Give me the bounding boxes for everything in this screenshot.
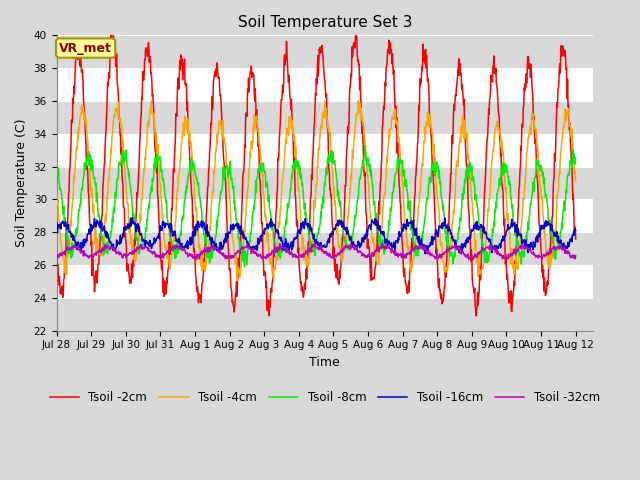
Tsoil -16cm: [539, 224, 547, 229]
Tsoil -8cm: [321, 182, 329, 188]
Tsoil -4cm: [321, 99, 329, 105]
Tsoil -32cm: [246, 245, 253, 251]
Tsoil -8cm: [120, 158, 128, 164]
Tsoil -2cm: [246, 78, 253, 84]
Tsoil -32cm: [469, 257, 477, 263]
Tsoil -8cm: [246, 239, 254, 244]
Bar: [56, 298, 593, 331]
Bar: [56, 101, 593, 134]
Tsoil -16cm: [129, 214, 136, 220]
Tsoil -32cm: [52, 254, 60, 260]
X-axis label: Time: Time: [309, 356, 340, 369]
Tsoil -2cm: [539, 275, 547, 281]
Bar: [56, 199, 593, 232]
Tsoil -16cm: [421, 251, 429, 256]
Bar: [56, 134, 593, 167]
Bar: [56, 232, 593, 265]
Tsoil -32cm: [120, 251, 128, 257]
Tsoil -4cm: [539, 211, 547, 217]
Tsoil -2cm: [120, 206, 128, 212]
Bar: [56, 68, 593, 101]
Tsoil -32cm: [321, 249, 328, 254]
Tsoil -16cm: [52, 228, 60, 233]
Tsoil -4cm: [355, 98, 362, 104]
Tsoil -32cm: [378, 240, 386, 246]
Tsoil -16cm: [120, 226, 128, 232]
Tsoil -2cm: [352, 28, 360, 34]
Tsoil -16cm: [572, 228, 580, 233]
Tsoil -2cm: [190, 246, 198, 252]
Tsoil -4cm: [572, 179, 580, 184]
Tsoil -2cm: [429, 168, 436, 174]
Tsoil -4cm: [120, 160, 128, 166]
Tsoil -4cm: [233, 277, 241, 283]
Line: Tsoil -16cm: Tsoil -16cm: [56, 217, 576, 253]
Tsoil -2cm: [572, 236, 580, 242]
Tsoil -4cm: [246, 149, 254, 155]
Tsoil -32cm: [190, 254, 198, 260]
Legend: Tsoil -2cm, Tsoil -4cm, Tsoil -8cm, Tsoil -16cm, Tsoil -32cm: Tsoil -2cm, Tsoil -4cm, Tsoil -8cm, Tsoi…: [45, 387, 605, 409]
Tsoil -16cm: [429, 242, 436, 248]
Line: Tsoil -4cm: Tsoil -4cm: [56, 101, 576, 280]
Tsoil -32cm: [429, 252, 436, 258]
Tsoil -8cm: [190, 162, 198, 168]
Tsoil -8cm: [539, 169, 547, 175]
Tsoil -16cm: [321, 244, 329, 250]
Tsoil -8cm: [52, 168, 60, 173]
Tsoil -16cm: [246, 246, 254, 252]
Bar: [56, 265, 593, 298]
Tsoil -32cm: [539, 254, 547, 260]
Tsoil -4cm: [429, 134, 436, 140]
Tsoil -2cm: [52, 250, 60, 255]
Tsoil -8cm: [361, 143, 369, 148]
Tsoil -8cm: [572, 155, 580, 161]
Text: VR_met: VR_met: [60, 42, 112, 55]
Line: Tsoil -32cm: Tsoil -32cm: [56, 243, 576, 260]
Tsoil -8cm: [429, 161, 436, 167]
Line: Tsoil -8cm: Tsoil -8cm: [56, 145, 576, 266]
Tsoil -2cm: [321, 76, 328, 82]
Title: Soil Temperature Set 3: Soil Temperature Set 3: [237, 15, 412, 30]
Y-axis label: Soil Temperature (C): Soil Temperature (C): [15, 119, 28, 247]
Tsoil -4cm: [190, 181, 198, 187]
Tsoil -4cm: [52, 190, 60, 196]
Tsoil -16cm: [191, 224, 198, 229]
Bar: [56, 167, 593, 199]
Tsoil -32cm: [572, 253, 580, 259]
Bar: [56, 36, 593, 68]
Tsoil -2cm: [472, 313, 480, 319]
Tsoil -8cm: [241, 264, 248, 269]
Line: Tsoil -2cm: Tsoil -2cm: [56, 31, 576, 316]
